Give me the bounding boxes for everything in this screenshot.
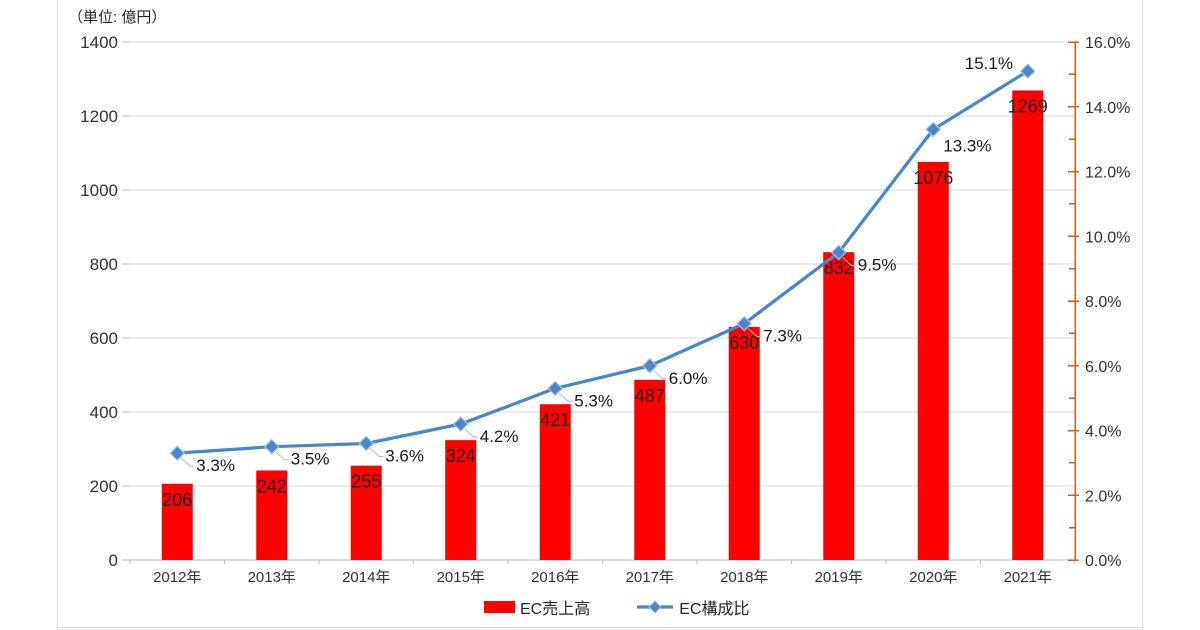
left-axis-label-1200: 1200 <box>80 107 118 126</box>
x-axis-label-2017年: 2017年 <box>626 569 674 586</box>
percent-label-2016年: 5.3% <box>574 391 613 410</box>
leader-line-2018年 <box>747 328 762 338</box>
left-axis-label-0: 0 <box>109 551 118 570</box>
leader-line-2012年 <box>180 457 195 467</box>
bar-label-2020年: 1076 <box>913 168 953 188</box>
left-axis-label-400: 400 <box>90 403 118 422</box>
bar-2014年 <box>350 465 382 560</box>
diamond-marker-2016年 <box>547 380 564 397</box>
legend-line-swatch <box>637 600 674 614</box>
ec-ratio-line <box>175 69 1030 455</box>
diamond-marker-2013年 <box>263 438 280 455</box>
bar-label-2021年: 1269 <box>1008 96 1048 116</box>
left-axis-label-1400: 1400 <box>80 33 118 52</box>
x-axis-label-2021年: 2021年 <box>1004 569 1052 586</box>
x-axis-label-2018年: 2018年 <box>720 569 768 586</box>
legend-bar-swatch <box>484 601 515 613</box>
x-axis-label-2012年: 2012年 <box>153 569 201 586</box>
legend-diamond-icon <box>648 600 662 614</box>
x-axis-label-2015年: 2015年 <box>437 569 485 586</box>
leader-line-2014年 <box>369 448 384 457</box>
percent-label-2014年: 3.6% <box>385 446 424 465</box>
chart-frame <box>57 0 1143 628</box>
legend-label-ec-sales: EC売上高 <box>520 601 591 618</box>
right-axis-label-14.0%: 14.0% <box>1085 100 1130 117</box>
bar-2016年 <box>539 404 571 560</box>
diamond-marker-2015年 <box>452 416 469 432</box>
bar-label-2019年: 832 <box>824 258 854 278</box>
right-axis-label-2.0%: 2.0% <box>1085 488 1121 505</box>
x-axis-label-2019年: 2019年 <box>815 569 863 586</box>
bar-2020年 <box>917 161 949 560</box>
leader-line-2015年 <box>464 428 478 438</box>
bar-label-2017年: 487 <box>635 386 665 406</box>
diamond-marker-2014年 <box>358 435 375 452</box>
right-axis-label-8.0%: 8.0% <box>1085 294 1121 311</box>
diamond-marker-2018年 <box>736 315 753 332</box>
percent-label-2020年: 13.3% <box>943 136 991 155</box>
bar-label-2014年: 255 <box>351 472 381 492</box>
leader-line-2016年 <box>558 393 573 402</box>
x-axis-label-2013年: 2013年 <box>248 569 296 586</box>
diamond-marker-2021年 <box>1019 63 1036 80</box>
x-axis-label-2014年: 2014年 <box>342 569 390 586</box>
bar-2015年 <box>445 440 477 560</box>
bar-2019年 <box>823 252 855 560</box>
bar-label-2018年: 630 <box>729 333 759 353</box>
leader-line-2013年 <box>275 451 289 461</box>
bar-2018年 <box>728 326 760 560</box>
percent-label-2021年: 15.1% <box>965 54 1013 73</box>
unit-label: （単位: 億円） <box>68 9 167 26</box>
chart-legend: EC売上高 EC構成比 <box>484 595 749 619</box>
bar-2021年 <box>1012 90 1044 560</box>
x-axis-label-2020年: 2020年 <box>909 569 957 586</box>
bar-label-2012年: 206 <box>162 490 192 510</box>
left-axis-label-800: 800 <box>90 255 118 274</box>
right-axis-label-10.0%: 10.0% <box>1085 229 1130 246</box>
legend-label-ec-ratio: EC構成比 <box>679 601 750 618</box>
percent-label-2017年: 6.0% <box>669 369 708 388</box>
left-axis-label-600: 600 <box>90 329 118 348</box>
percent-label-2013年: 3.5% <box>291 450 330 469</box>
percent-label-2018年: 7.3% <box>763 327 802 346</box>
right-axis-label-12.0%: 12.0% <box>1085 165 1130 182</box>
percent-label-2019年: 9.5% <box>858 255 897 274</box>
legend-item-ec-ratio: EC構成比 <box>636 595 749 619</box>
diamond-marker-2012年 <box>169 445 186 462</box>
left-axis-label-200: 200 <box>90 477 118 496</box>
bar-label-2015年: 324 <box>446 446 476 466</box>
bar-2012年 <box>161 483 193 560</box>
right-axis-label-16.0%: 16.0% <box>1085 35 1130 52</box>
diamond-marker-2020年 <box>925 121 942 138</box>
percent-label-2015年: 4.2% <box>480 427 519 446</box>
bar-label-2013年: 242 <box>257 476 287 496</box>
bar-2017年 <box>634 379 666 560</box>
right-axis-label-6.0%: 6.0% <box>1085 359 1121 376</box>
left-axis-label-1000: 1000 <box>80 181 118 200</box>
diamond-marker-2017年 <box>641 357 658 374</box>
diamond-marker-2019年 <box>830 244 847 261</box>
bar-label-2016年: 421 <box>540 410 570 430</box>
leader-line-2019年 <box>842 257 856 266</box>
leader-line-2017年 <box>653 370 667 380</box>
right-axis-label-0.0%: 0.0% <box>1085 553 1121 570</box>
percent-label-2012年: 3.3% <box>196 456 235 475</box>
x-axis-label-2016年: 2016年 <box>531 569 579 586</box>
bar-2013年 <box>256 470 288 560</box>
right-axis-label-4.0%: 4.0% <box>1085 424 1121 441</box>
legend-item-ec-sales: EC売上高 <box>484 595 590 619</box>
